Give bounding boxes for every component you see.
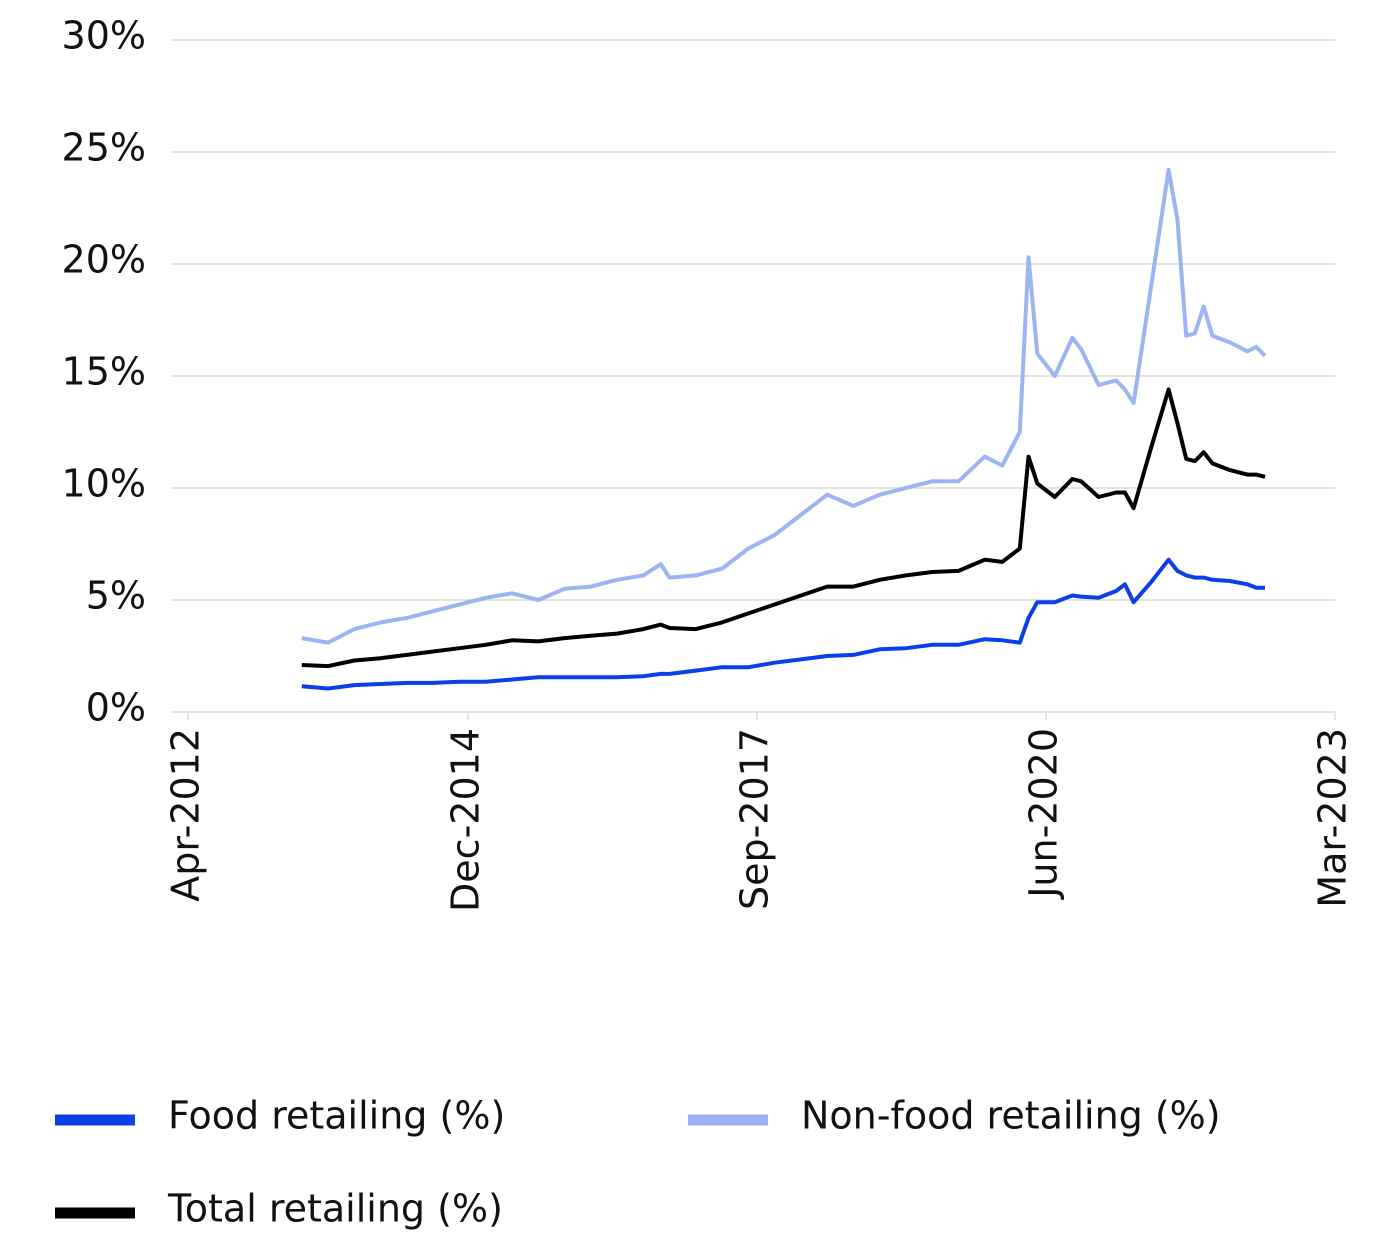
series-line <box>301 167 1267 645</box>
x-tick-label: Jun-2020 <box>1022 728 1066 900</box>
x-tick-label: Sep-2017 <box>733 728 777 910</box>
y-tick-label: 30% <box>62 14 146 58</box>
y-tick-label: 25% <box>62 126 146 170</box>
series-line <box>301 387 1266 669</box>
y-tick-label: 10% <box>62 462 146 506</box>
y-tick-label: 5% <box>86 574 146 618</box>
legend-label: Total retailing (%) <box>167 1187 503 1231</box>
x-tick-label: Apr-2012 <box>164 728 208 902</box>
legend-label: Food retailing (%) <box>168 1094 505 1138</box>
series-line <box>301 557 1265 691</box>
y-tick-label: 0% <box>86 686 146 730</box>
y-tick-label: 20% <box>62 238 146 282</box>
x-tick-label: Mar-2023 <box>1311 728 1355 908</box>
legend-label: Non-food retailing (%) <box>801 1094 1221 1138</box>
x-tick-label: Dec-2014 <box>444 728 488 912</box>
y-tick-label: 15% <box>62 350 146 394</box>
